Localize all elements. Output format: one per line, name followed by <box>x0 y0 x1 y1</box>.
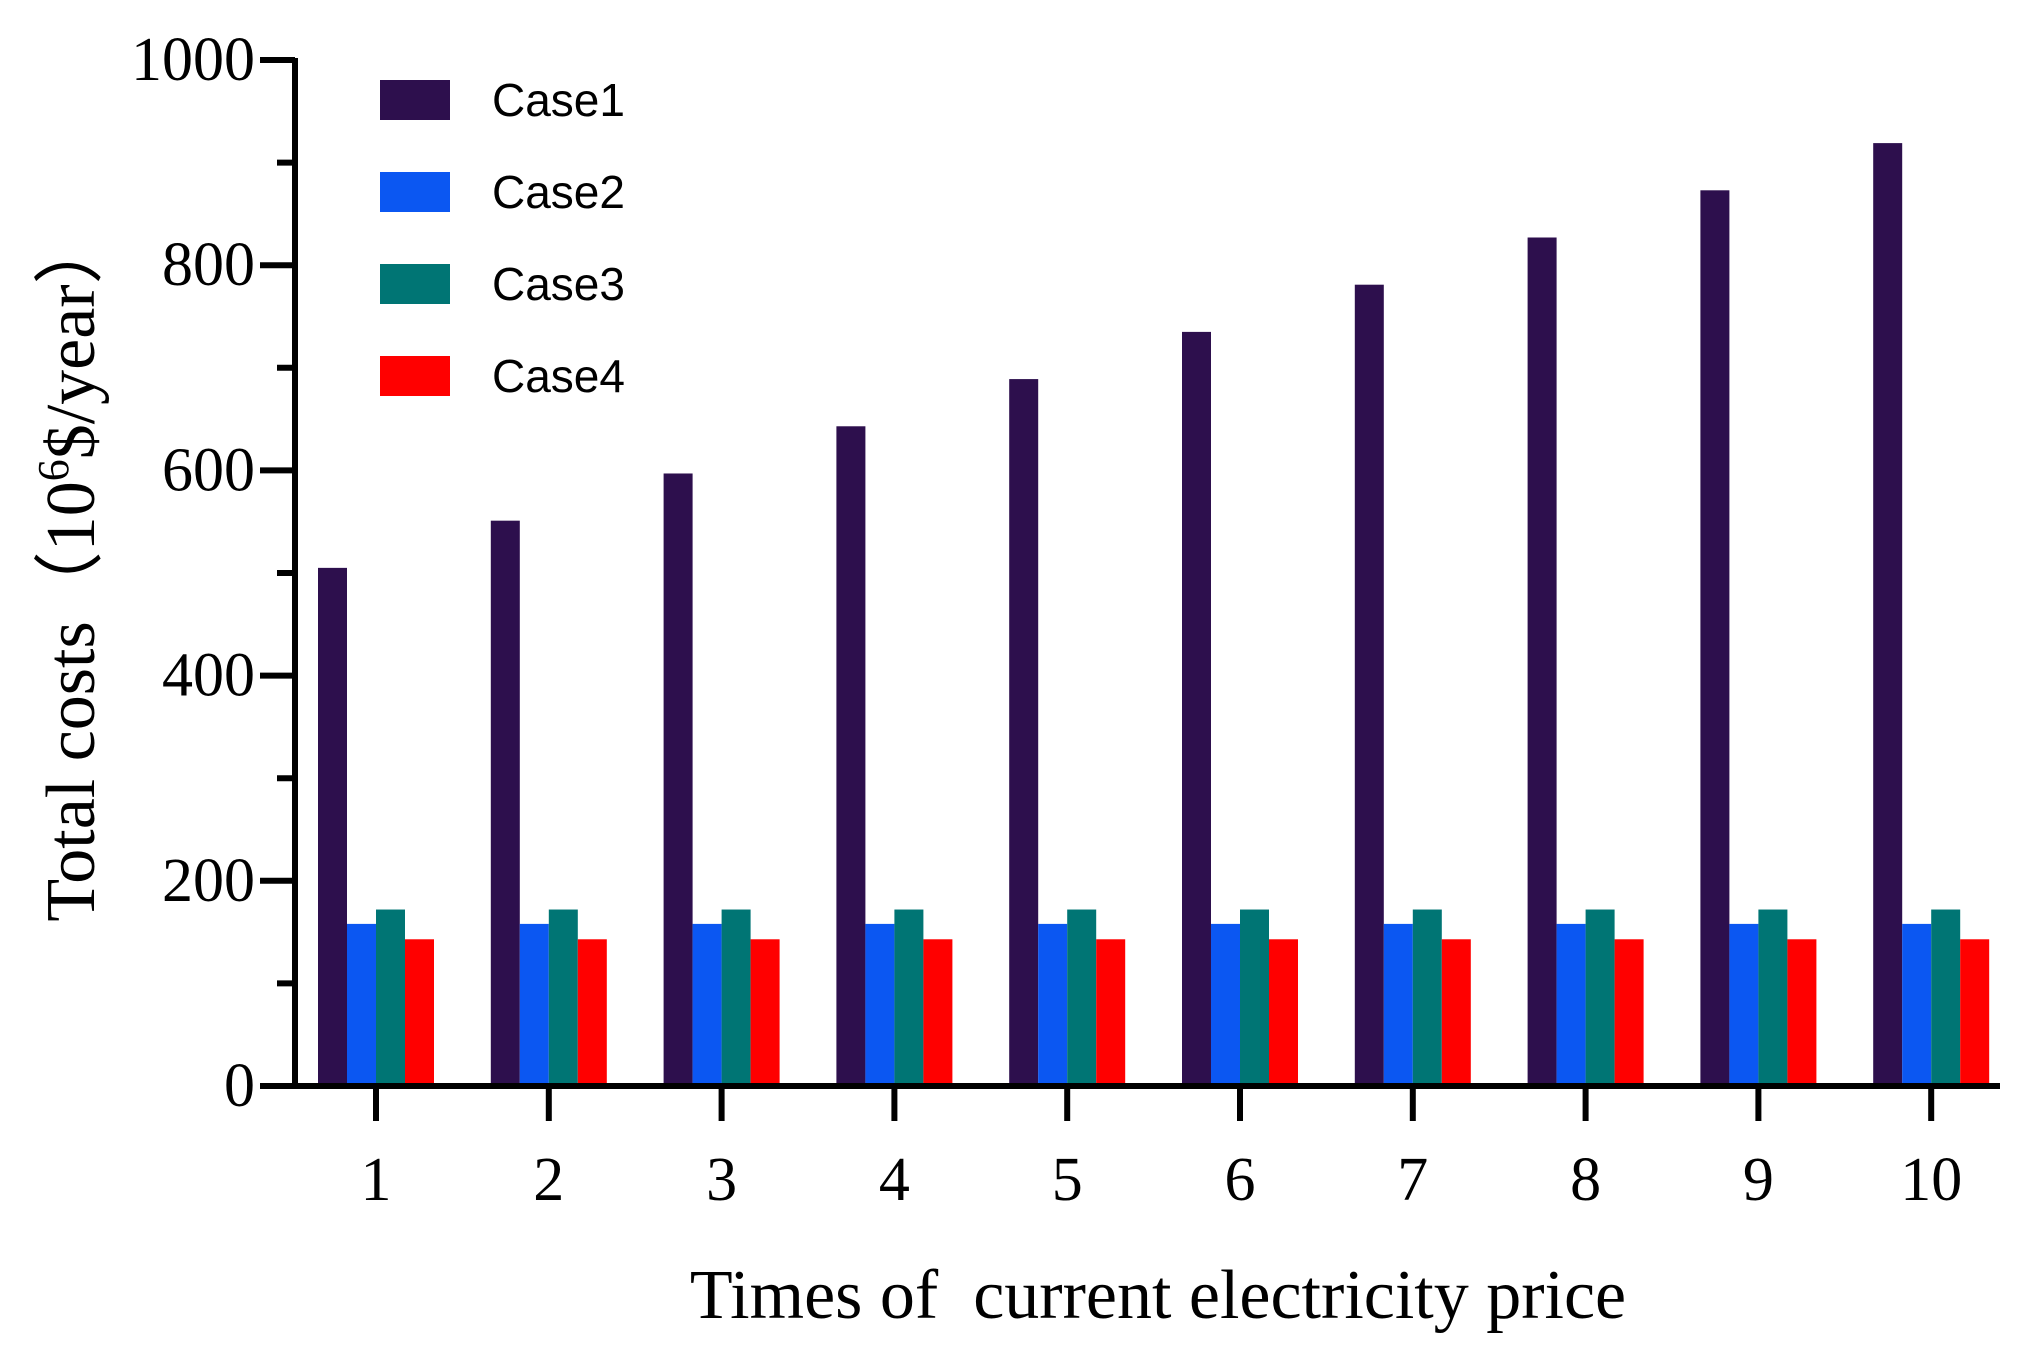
legend-label-case3: Case3 <box>492 258 625 310</box>
legend-swatch-case3 <box>380 264 450 304</box>
bar-case3-4 <box>894 909 924 1086</box>
bars-layer <box>318 143 1990 1087</box>
bar-case2-5 <box>1038 923 1068 1086</box>
legend-swatch-case1 <box>380 80 450 120</box>
bar-case2-1 <box>347 923 376 1086</box>
legend-label-case2: Case2 <box>492 166 625 218</box>
bar-case1-5 <box>1009 379 1039 1086</box>
y-tick-label: 200 <box>162 847 255 915</box>
bar-case1-10 <box>1873 143 1903 1086</box>
bar-case4-5 <box>1096 939 1126 1086</box>
x-tick-label: 2 <box>533 1146 564 1214</box>
x-tick-label: 8 <box>1570 1146 1601 1214</box>
bar-case2-2 <box>519 923 549 1086</box>
bar-case2-6 <box>1211 923 1240 1086</box>
bar-case1-9 <box>1700 190 1730 1086</box>
bar-case1-7 <box>1354 284 1384 1087</box>
legend-label-case4: Case4 <box>492 350 625 402</box>
bar-case1-2 <box>490 520 520 1086</box>
x-tick-label: 6 <box>1225 1146 1256 1214</box>
bar-case3-9 <box>1758 909 1788 1086</box>
bar-case2-9 <box>1729 923 1759 1086</box>
legend-swatch-case4 <box>380 356 450 396</box>
bar-case3-2 <box>548 909 578 1086</box>
bar-case2-7 <box>1383 923 1413 1086</box>
x-tick-label: 5 <box>1052 1146 1083 1214</box>
x-tick-label: 4 <box>879 1146 910 1214</box>
y-axis-title-unit-close: $/year） <box>33 214 110 459</box>
bar-case4-10 <box>1960 939 1990 1086</box>
y-axis-title-main: Total costs <box>33 621 110 921</box>
bar-case3-7 <box>1412 909 1442 1086</box>
bar-case4-6 <box>1269 939 1298 1086</box>
bar-case2-4 <box>865 923 895 1086</box>
bar-case4-2 <box>577 939 607 1086</box>
bar-case1-4 <box>836 426 866 1087</box>
y-axis-title-unit-sup: 6 <box>29 459 78 481</box>
y-axis-title: Total costs（106$/year） <box>29 214 110 921</box>
x-tick-label: 9 <box>1743 1146 1774 1214</box>
x-tick-label: 7 <box>1397 1146 1428 1214</box>
bar-case3-3 <box>721 909 751 1086</box>
bar-case1-1 <box>318 567 347 1086</box>
x-tick-label: 3 <box>706 1146 737 1214</box>
bar-case1-6 <box>1182 331 1211 1086</box>
bar-case4-4 <box>923 939 953 1086</box>
bar-case2-8 <box>1556 923 1586 1086</box>
bar-case3-6 <box>1240 909 1269 1086</box>
bar-case4-8 <box>1614 939 1644 1086</box>
bar-case4-1 <box>405 939 434 1086</box>
y-tick-label: 0 <box>224 1052 255 1120</box>
ticks-layer: 0 200 400 600 800 1000 1 2 3 4 5 6 7 8 9 10 <box>131 26 1962 1214</box>
bar-case2-3 <box>692 923 722 1086</box>
y-axis-title-unit-open: （10 <box>33 481 110 621</box>
bar-case1-3 <box>663 473 693 1086</box>
y-tick-label: 600 <box>162 436 255 504</box>
bar-case3-1 <box>376 909 405 1086</box>
bar-case3-10 <box>1931 909 1961 1086</box>
y-tick-label: 1000 <box>131 26 255 94</box>
x-tick-label: 10 <box>1900 1146 1962 1214</box>
bar-case4-9 <box>1787 939 1817 1086</box>
bar-case2-10 <box>1902 923 1932 1086</box>
x-axis-title: Times of current electricity price <box>690 1257 1626 1334</box>
bar-case4-3 <box>750 939 780 1086</box>
y-tick-label: 400 <box>162 642 255 710</box>
legend-label-case1: Case1 <box>492 74 625 126</box>
bar-case1-8 <box>1527 237 1557 1087</box>
bar-case3-8 <box>1585 909 1615 1086</box>
bar-case4-7 <box>1441 939 1471 1086</box>
y-tick-label: 800 <box>162 231 255 299</box>
legend-swatch-case2 <box>380 172 450 212</box>
bar-case3-5 <box>1067 909 1097 1086</box>
x-tick-label: 1 <box>361 1146 392 1214</box>
legend: Case1 Case2 Case3 Case4 <box>380 74 625 402</box>
